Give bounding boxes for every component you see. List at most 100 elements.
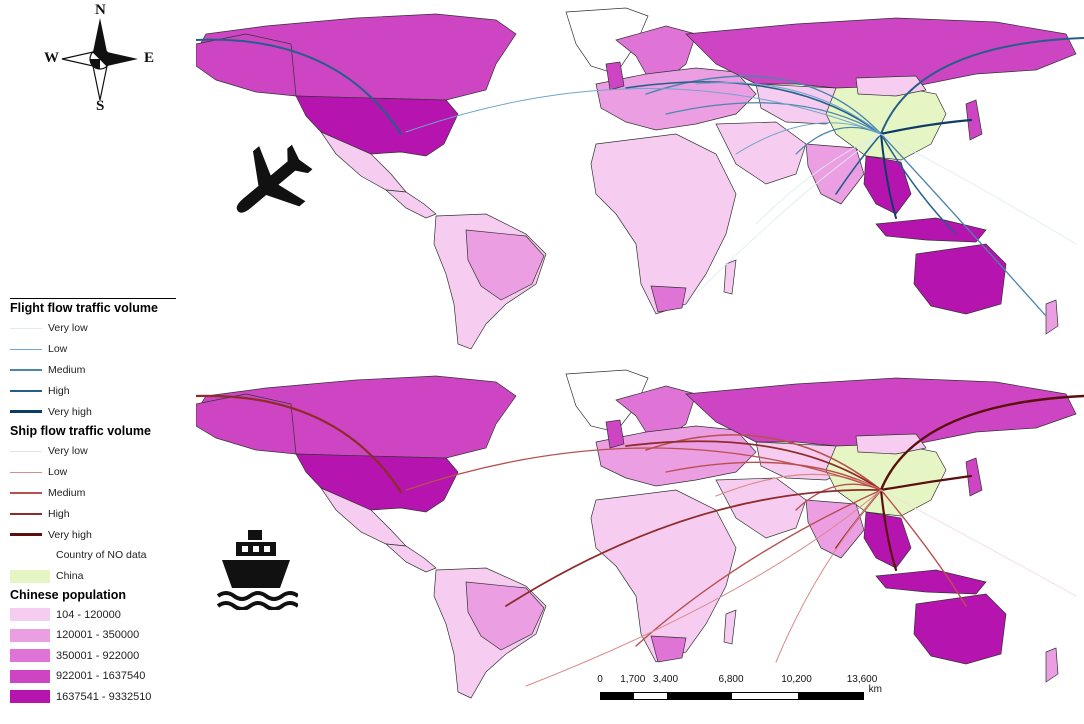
middle-east xyxy=(715,121,807,185)
india xyxy=(805,499,865,559)
scale-tick-label: 3,400 xyxy=(652,674,679,685)
flight-legend-row: Medium xyxy=(6,360,176,381)
continents xyxy=(196,7,1077,350)
ship-flow-line xyxy=(525,489,882,687)
flight-flow-line xyxy=(625,81,882,135)
scale-segment xyxy=(601,693,634,699)
ship-flow-line xyxy=(635,489,882,647)
flight-flow-line xyxy=(695,82,882,135)
australia xyxy=(913,243,1007,315)
population-label: 922001 - 1637540 xyxy=(56,670,146,683)
ship-legend-label: High xyxy=(48,507,70,520)
new-zealand xyxy=(1045,299,1059,335)
new-zealand xyxy=(1045,647,1059,683)
ship-flow-line xyxy=(505,489,882,607)
compass-south-label: S xyxy=(96,98,105,114)
ship-flow-line xyxy=(880,489,967,607)
ship-legend-row: Very low xyxy=(6,441,176,462)
flight-flow-line xyxy=(880,133,1047,317)
compass-east-label: E xyxy=(144,50,155,66)
ship-flow-line xyxy=(405,447,882,491)
europe xyxy=(595,67,757,131)
no-data-label: Country of NO data xyxy=(56,549,147,562)
population-label: 1637541 - 9332510 xyxy=(56,690,152,703)
flight-legend-label: Medium xyxy=(48,363,86,376)
population-legend-row: 1637541 - 9332510 xyxy=(6,687,176,708)
scale-unit: km xyxy=(868,684,882,695)
flight-legend-line xyxy=(10,327,42,329)
ship-flow-line xyxy=(196,394,403,494)
population-legend-title: Chinese population xyxy=(10,587,126,602)
ship-flow-line xyxy=(879,394,1084,492)
compass-north-label: N xyxy=(95,2,106,18)
flight-legend-label: High xyxy=(48,384,70,397)
brazil xyxy=(465,229,545,301)
population-swatch xyxy=(10,628,50,642)
flight-flow-line xyxy=(755,133,882,225)
japan xyxy=(965,99,983,141)
population-swatch xyxy=(10,669,50,683)
china-swatch xyxy=(10,569,50,583)
uk xyxy=(605,61,625,91)
ship-flow-line xyxy=(775,489,882,663)
central-america xyxy=(384,543,437,573)
ship-legend-row: Very high xyxy=(6,524,176,545)
population-label: 350001 - 922000 xyxy=(56,649,140,662)
scale-tick-label: 0 xyxy=(597,674,603,685)
flight-legend-title: Flight flow traffic volume xyxy=(10,298,176,315)
usa xyxy=(295,453,459,513)
indonesia xyxy=(875,217,987,243)
ship-legend-title: Ship flow traffic volume xyxy=(10,423,151,438)
compass-west-label: W xyxy=(44,50,59,66)
map-legend: Flight flow traffic volume Very low Low Me… xyxy=(6,296,176,707)
ship-flow-lines xyxy=(196,394,1084,687)
population-legend-row: 922001 - 1637540 xyxy=(6,666,176,687)
africa xyxy=(590,489,737,663)
no-data-swatch xyxy=(10,548,50,562)
population-swatch xyxy=(10,608,50,622)
flight-flow-line xyxy=(835,133,882,195)
legend-no-data: Country of NO data xyxy=(6,545,176,566)
scale-tick-label: 6,800 xyxy=(718,674,744,685)
mongolia xyxy=(855,75,927,97)
flight-legend-row: Low xyxy=(6,339,176,360)
population-label: 104 - 120000 xyxy=(56,608,121,621)
scale-segment xyxy=(633,693,667,699)
ship-legend-line xyxy=(10,533,42,537)
compass-rose-icon xyxy=(61,18,138,101)
scale-track xyxy=(600,692,864,700)
ship-legend-row: Medium xyxy=(6,483,176,504)
flight-legend-line xyxy=(10,410,42,414)
usa xyxy=(295,95,459,157)
population-legend-row: 104 - 120000 xyxy=(6,605,176,626)
population-swatch xyxy=(10,690,50,704)
greenland xyxy=(565,369,649,433)
compass-rose: N S E W xyxy=(40,2,160,114)
flight-flow-line xyxy=(880,133,957,235)
flight-flow-line xyxy=(880,37,1084,135)
ship-legend-row: Low xyxy=(6,462,176,483)
population-swatch xyxy=(10,649,50,663)
flight-flow-line xyxy=(879,118,973,136)
flight-flow-line xyxy=(880,133,1077,245)
alaska xyxy=(196,33,297,97)
ship-flow-line xyxy=(880,489,1077,597)
flight-map-svg xyxy=(196,7,1084,350)
australia xyxy=(913,593,1007,665)
ship-flow-line xyxy=(879,488,898,572)
ship-legend-label: Medium xyxy=(48,486,86,499)
flight-flow-line xyxy=(405,88,882,135)
ship-map-svg xyxy=(196,369,1084,699)
greenland xyxy=(565,7,649,75)
ship-flow-line xyxy=(715,473,882,497)
flight-legend-row: Very high xyxy=(6,401,176,422)
flight-flow-line xyxy=(645,75,882,135)
india xyxy=(805,143,865,205)
japan xyxy=(965,457,983,497)
flight-legend-label: Very low xyxy=(48,322,88,335)
flight-flow-line xyxy=(880,133,897,219)
indonesia xyxy=(875,569,987,595)
scale-bar: 0 1,700 3,400 6,800 10,200 13,600 km xyxy=(592,674,882,710)
flight-flow-line xyxy=(196,38,402,135)
population-label: 120001 - 350000 xyxy=(56,629,140,642)
